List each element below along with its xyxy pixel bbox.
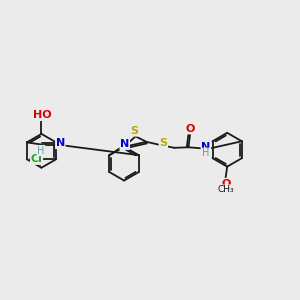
Text: CH₃: CH₃ <box>218 185 234 194</box>
Text: H: H <box>202 148 210 158</box>
Text: N: N <box>56 139 65 148</box>
Text: O: O <box>221 178 231 188</box>
Text: S: S <box>159 139 167 148</box>
Text: S: S <box>130 126 139 136</box>
Text: Cl: Cl <box>31 154 42 164</box>
Text: HO: HO <box>33 110 51 120</box>
Text: O: O <box>185 124 195 134</box>
Text: H: H <box>37 146 45 155</box>
Text: N: N <box>201 142 211 152</box>
Text: N: N <box>120 139 129 149</box>
